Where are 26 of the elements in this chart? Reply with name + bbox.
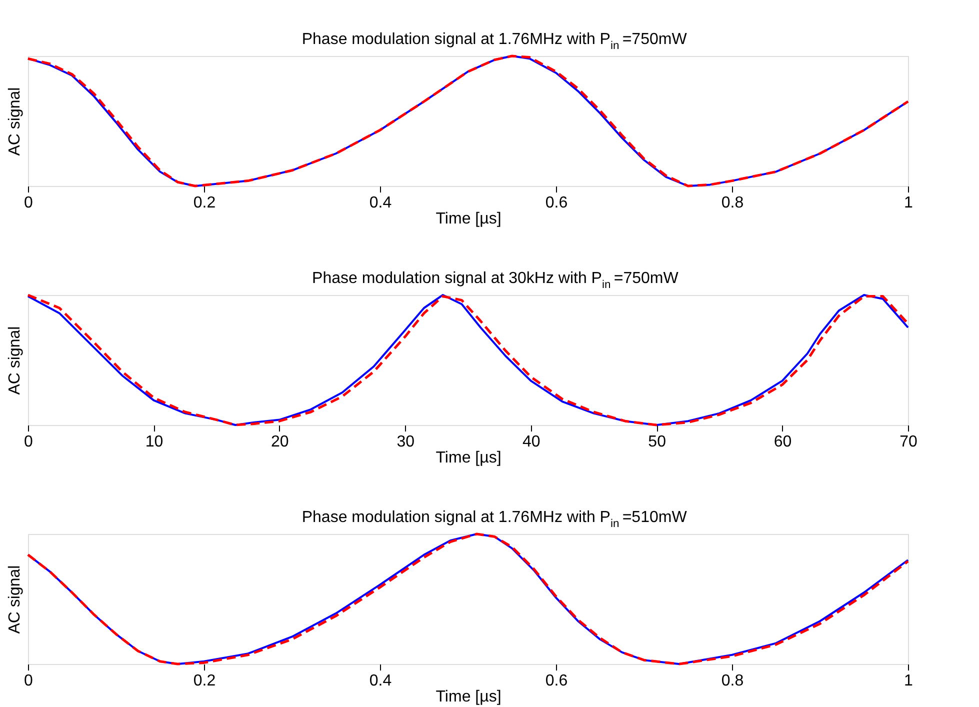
x-tick-label: 0.2 [193, 194, 216, 212]
y-axis-title: AC signal [6, 565, 24, 634]
x-axis-title: Time [µs] [436, 688, 502, 706]
x-tick-label: 0.6 [545, 672, 568, 690]
x-tick-label: 0 [24, 194, 34, 212]
x-tick-label: 0.6 [545, 194, 568, 212]
x-tick-label: 1 [904, 194, 914, 212]
x-tick-label: 0 [24, 672, 34, 690]
x-tick-label: 70 [900, 434, 918, 450]
x-tick-label: 20 [271, 434, 289, 450]
x-tick-label: 50 [648, 434, 666, 450]
y-axis-title: AC signal [6, 87, 24, 156]
x-axis-title: Time [µs] [436, 450, 502, 466]
x-tick-label: 60 [774, 434, 792, 450]
x-tick-label: 30 [396, 434, 415, 450]
x-tick-label: 40 [522, 434, 540, 450]
x-tick-label: 10 [145, 434, 164, 450]
x-tick-label: 0 [24, 434, 34, 450]
x-tick-label: 0.8 [721, 194, 744, 212]
x-tick-label: 1 [904, 672, 914, 690]
x-tick-label: 0.8 [721, 672, 744, 690]
x-tick-label: 0.4 [369, 194, 392, 212]
x-tick-label: 0.4 [369, 672, 392, 690]
y-axis-title: AC signal [6, 326, 24, 395]
x-axis-title: Time [µs] [436, 210, 502, 228]
x-tick-label: 0.2 [193, 672, 216, 690]
